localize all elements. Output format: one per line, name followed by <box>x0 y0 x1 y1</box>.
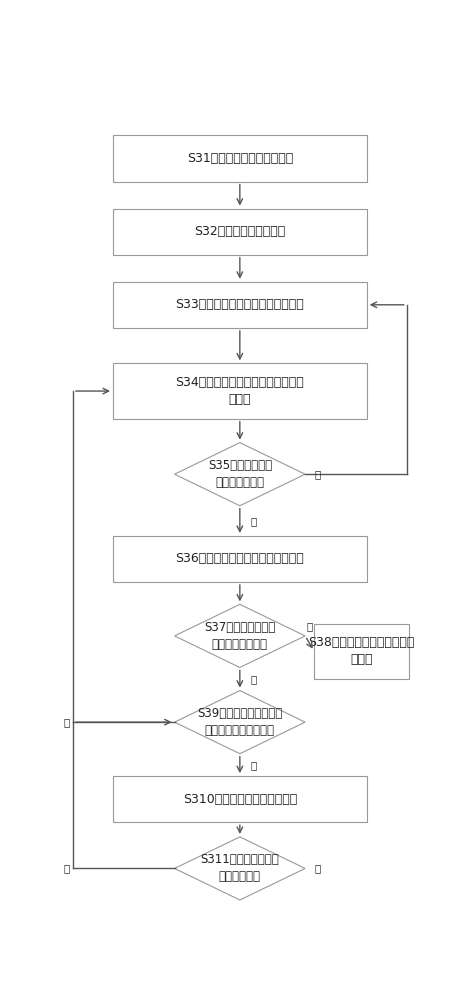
FancyBboxPatch shape <box>113 209 367 255</box>
Text: S32，打开录波数据文件: S32，打开录波数据文件 <box>194 225 285 238</box>
Polygon shape <box>175 837 305 900</box>
Text: 是: 是 <box>307 622 313 632</box>
Text: S36，将录波数据加上发送序号发送: S36，将录波数据加上发送序号发送 <box>176 552 304 565</box>
FancyBboxPatch shape <box>113 536 367 582</box>
Text: S39，判断发送录波数据
是否达到发送窗口大小: S39，判断发送录波数据 是否达到发送窗口大小 <box>197 707 283 737</box>
Polygon shape <box>175 691 305 754</box>
Text: S310，等待接收系统的确认帧: S310，等待接收系统的确认帧 <box>183 793 297 806</box>
Text: S37，判断是否整个
录波数据发送完成: S37，判断是否整个 录波数据发送完成 <box>204 621 276 651</box>
Text: 是: 是 <box>251 760 257 770</box>
FancyBboxPatch shape <box>113 363 367 419</box>
Text: S34，发送录波数据任务从缓存中读
取数据: S34，发送录波数据任务从缓存中读 取数据 <box>176 376 304 406</box>
Text: 是: 是 <box>251 516 257 526</box>
Text: 否: 否 <box>251 674 257 684</box>
Text: 否: 否 <box>314 469 321 479</box>
Text: S33，将录波数据按顺序读到缓存中: S33，将录波数据按顺序读到缓存中 <box>176 298 304 311</box>
Text: S35，判断缓存中
是否有录波数据: S35，判断缓存中 是否有录波数据 <box>208 459 272 489</box>
Text: 是: 是 <box>63 863 69 873</box>
FancyBboxPatch shape <box>113 776 367 822</box>
FancyBboxPatch shape <box>113 282 367 328</box>
Text: 否: 否 <box>314 863 321 873</box>
Text: S31，收到系统召唤录波数据: S31，收到系统召唤录波数据 <box>187 152 293 165</box>
Text: 否: 否 <box>63 717 69 727</box>
FancyBboxPatch shape <box>113 135 367 182</box>
Polygon shape <box>175 604 305 667</box>
Text: S311，判断是否收到
正确的确认帧: S311，判断是否收到 正确的确认帧 <box>200 853 279 883</box>
Polygon shape <box>175 443 305 506</box>
FancyBboxPatch shape <box>314 624 409 679</box>
Text: S38，发送完成，关闭录波数
据文件: S38，发送完成，关闭录波数 据文件 <box>308 636 415 666</box>
